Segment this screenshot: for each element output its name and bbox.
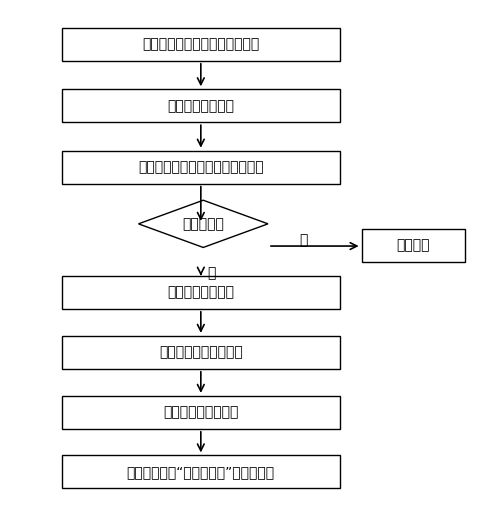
FancyBboxPatch shape <box>61 276 340 309</box>
Text: 可以取回？: 可以取回？ <box>183 217 224 231</box>
Text: 控制中心（或卫星）解析具体位置: 控制中心（或卫星）解析具体位置 <box>138 160 264 174</box>
Text: 控制中心通过卫星发送定位信号: 控制中心通过卫星发送定位信号 <box>142 37 260 51</box>
FancyBboxPatch shape <box>61 89 340 122</box>
Text: 北斗芯片接收自毁信号: 北斗芯片接收自毁信号 <box>159 345 243 360</box>
Text: 立即取回: 立即取回 <box>396 238 430 252</box>
Text: 卫星发送自毁信号: 卫星发送自毁信号 <box>167 285 234 299</box>
FancyBboxPatch shape <box>61 28 340 61</box>
Text: 北斗芯片发送“已执行自毁”信号给卫星: 北斗芯片发送“已执行自毁”信号给卫星 <box>127 465 275 479</box>
Text: 否: 否 <box>207 267 216 280</box>
FancyBboxPatch shape <box>362 229 465 262</box>
FancyBboxPatch shape <box>61 455 340 488</box>
Text: 北斗芯片进行响应: 北斗芯片进行响应 <box>167 99 234 113</box>
Text: 是: 是 <box>299 233 307 248</box>
Text: 智能板触发自毁电路: 智能板触发自毁电路 <box>163 406 239 419</box>
FancyBboxPatch shape <box>61 396 340 429</box>
Polygon shape <box>139 200 268 248</box>
FancyBboxPatch shape <box>61 150 340 184</box>
FancyBboxPatch shape <box>61 336 340 369</box>
